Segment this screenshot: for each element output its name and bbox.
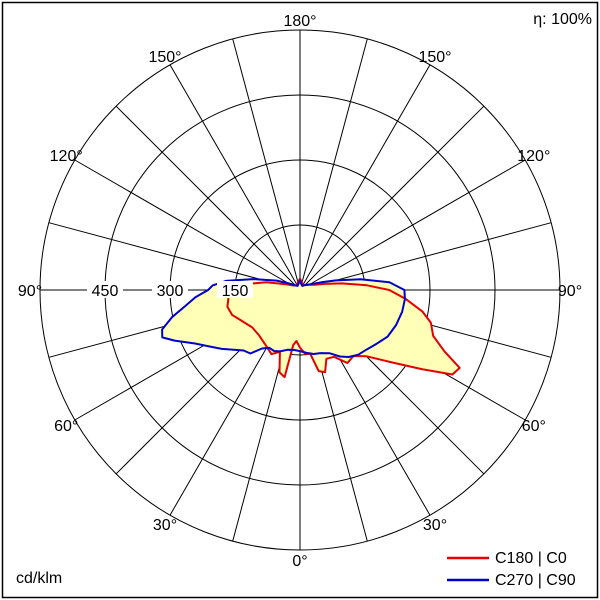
angle-tick-label: 60° xyxy=(522,418,546,435)
radial-tick-label: 450 xyxy=(92,283,119,300)
grid-spoke xyxy=(299,222,552,291)
radial-axis-labels: 150 300 450 xyxy=(87,281,253,300)
fill-c270-c90 xyxy=(162,279,405,357)
angle-tick-label: 90° xyxy=(18,283,42,300)
grid-spoke xyxy=(169,64,301,291)
angle-tick-label: 60° xyxy=(54,418,78,435)
curve-c270-c90 xyxy=(161,278,406,358)
radial-tick-label-bg xyxy=(87,281,123,298)
distribution-fill-area xyxy=(162,278,460,378)
radial-tick-label-bg xyxy=(217,281,253,298)
radial-tick-label-bg xyxy=(152,281,188,298)
angle-tick-label: 120° xyxy=(517,148,550,165)
legend-label-c180-c0: C180 | C0 xyxy=(495,550,567,567)
radial-tick-label: 300 xyxy=(157,283,184,300)
unit-label: cd/klm xyxy=(16,570,62,587)
angle-tick-label: 120° xyxy=(50,148,83,165)
angle-tick-label: 90° xyxy=(558,283,582,300)
grid-spoke xyxy=(232,38,301,291)
grid-spoke xyxy=(299,105,485,291)
angle-tick-label: 30° xyxy=(423,517,447,534)
legend-label-c270-c90: C270 | C90 xyxy=(495,572,576,589)
grid-spoke xyxy=(299,159,526,291)
angle-tick-label: 30° xyxy=(153,517,177,534)
efficiency-label: η: 100% xyxy=(533,11,592,28)
angle-tick-label: 0° xyxy=(292,553,307,570)
radial-tick-label: 150 xyxy=(222,283,249,300)
grid-spoke xyxy=(74,159,301,291)
angle-tick-label: 150° xyxy=(418,49,451,66)
legend: C180 | C0 C270 | C90 xyxy=(447,550,576,589)
angle-axis-labels: 0° 30° 30° 60° 60° 90° 90° 120° 120° 150° 150° 180° xyxy=(18,13,582,570)
grid-spoke xyxy=(299,64,431,291)
angle-tick-label: 150° xyxy=(148,49,181,66)
grid-spoke xyxy=(299,38,368,291)
angle-tick-label: 180° xyxy=(283,13,316,30)
grid-spoke xyxy=(115,105,301,291)
